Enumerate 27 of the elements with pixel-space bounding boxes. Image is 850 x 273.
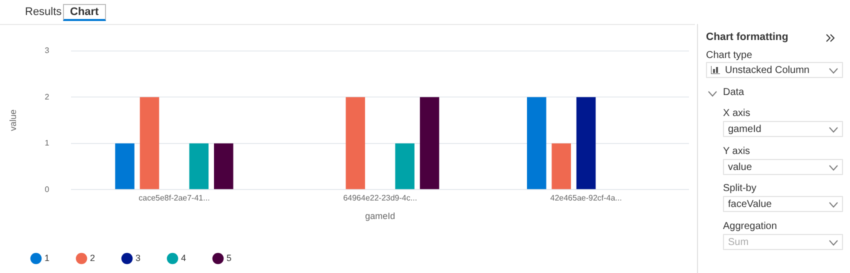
y-tick-label: 1 <box>44 138 50 148</box>
x-tick-label: 64964e22-23d9-4c... <box>343 194 418 203</box>
legend-label: 3 <box>136 252 141 263</box>
legend-label: 2 <box>90 252 96 263</box>
text: Chart formatting <box>706 31 788 43</box>
legend-label: 4 <box>181 252 186 263</box>
text: X axis <box>723 108 750 119</box>
x-tick-label: cace5e8f-2ae7-41... <box>138 194 210 203</box>
text: Aggregation <box>723 221 777 232</box>
legend-label: 5 <box>226 252 232 263</box>
y-tick-label: 3 <box>44 46 50 56</box>
x-axis-title: gameId <box>365 211 396 222</box>
text: Sum <box>723 234 843 250</box>
text: Split-by <box>723 183 756 194</box>
y-tick-label: 0 <box>44 184 50 194</box>
text: Y axis <box>723 146 750 157</box>
y-tick-label: 2 <box>44 92 50 102</box>
text: Chart type <box>706 50 752 61</box>
text: Chart <box>63 4 106 21</box>
text: faceValue <box>723 196 843 212</box>
y-axis-title: value <box>8 109 18 131</box>
text: gameId <box>723 121 843 137</box>
text: Unstacked Column <box>706 62 843 78</box>
x-tick-label: 42e465ae-92cf-4a... <box>550 194 622 203</box>
text: value <box>723 159 843 175</box>
text: Data <box>723 87 744 98</box>
text: Results <box>25 6 62 18</box>
